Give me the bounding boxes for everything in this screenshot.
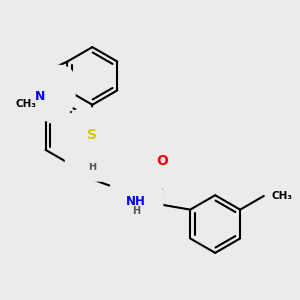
Text: O: O	[46, 83, 57, 96]
Text: H: H	[132, 206, 140, 216]
Text: NH: NH	[126, 195, 146, 208]
Text: CH₃: CH₃	[15, 99, 36, 109]
Text: H: H	[88, 162, 96, 172]
Text: O: O	[157, 154, 168, 168]
Text: CH₃: CH₃	[271, 191, 292, 201]
Text: NH: NH	[82, 151, 102, 164]
Text: S: S	[87, 128, 97, 142]
Text: N: N	[35, 90, 46, 103]
